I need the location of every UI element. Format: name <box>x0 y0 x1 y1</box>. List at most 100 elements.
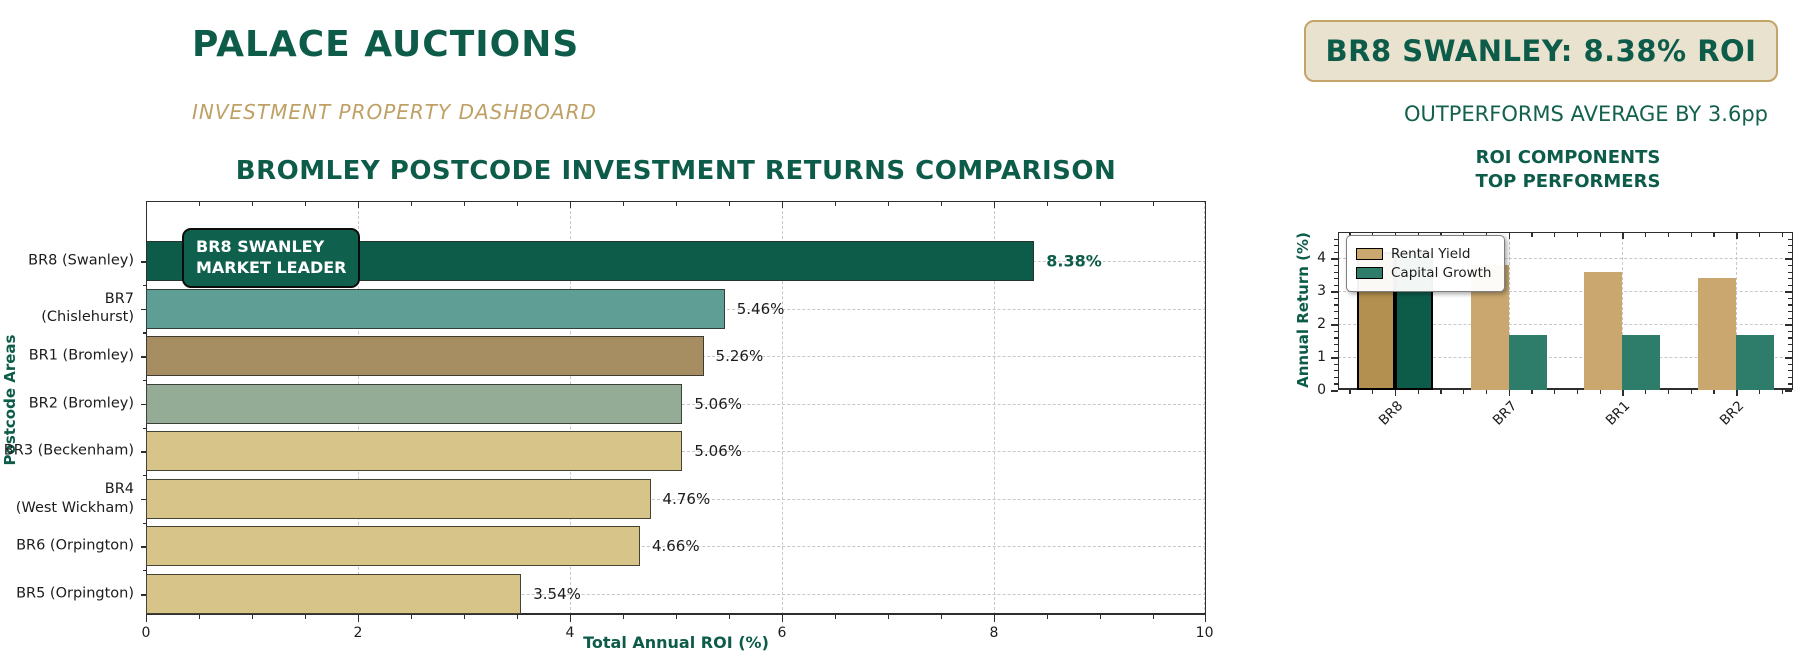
y-axis-major-tick <box>1331 291 1338 293</box>
y-axis-minor-tick <box>143 379 146 382</box>
roi-bar <box>146 336 704 377</box>
y-gridline <box>146 546 1206 548</box>
y-category-label: BR4 (West Wickham) <box>15 481 134 516</box>
x-axis-top-minor-tick <box>1153 202 1155 206</box>
x-axis-top-minor-tick <box>1372 233 1374 237</box>
sub-chart-plot-area: Rental Yield Capital Growth 0 1 2 3 4 BR8 BR7 B… <box>1317 232 1793 429</box>
y-axis-right-minor-tick <box>1788 383 1792 385</box>
x-axis-top-minor-tick <box>1554 233 1556 237</box>
y-axis-minor-tick <box>1334 251 1338 253</box>
x-axis-bottom-tick <box>1508 390 1511 396</box>
x-axis-major-tick <box>994 615 996 622</box>
y-axis-minor-tick <box>143 284 146 286</box>
x-axis-top-tick <box>1508 233 1511 239</box>
x-axis-bottom-minor-tick <box>1531 390 1533 394</box>
y-category-label: BR1 (Bromley) <box>28 347 134 364</box>
y-axis-major-tick <box>1331 324 1338 326</box>
component-bar <box>1736 335 1775 390</box>
y-axis-tick <box>141 356 146 358</box>
y-axis-minor-tick <box>143 522 146 524</box>
bar-value-label: 5.06% <box>694 442 743 461</box>
y-gridline <box>146 594 1206 595</box>
y-axis-right-minor-tick <box>1788 343 1792 346</box>
roi-outperform-note: OUTPERFORMS AVERAGE BY 3.6pp <box>1403 102 1768 126</box>
x-axis-top-tick <box>1622 233 1624 239</box>
x-axis-bottom-minor-tick <box>1781 390 1783 394</box>
x-axis-minor-tick <box>676 615 678 619</box>
x-axis-top-minor-tick <box>941 202 943 206</box>
y-gridline <box>1338 258 1793 260</box>
x-axis-bottom-tick <box>1394 390 1397 396</box>
x-axis-minor-tick <box>199 615 201 619</box>
legend: Rental Yield Capital Growth <box>1346 235 1505 292</box>
x-axis-minor-tick <box>835 615 837 619</box>
main-chart-x-axis-label: Total Annual ROI (%) <box>583 633 769 652</box>
y-axis-minor-tick <box>143 332 146 334</box>
x-gridline <box>1622 232 1624 390</box>
x-axis-bottom-tick <box>1622 390 1624 396</box>
y-axis-minor-tick <box>143 427 146 429</box>
roi-highlight-box: BR8 SWANLEY: 8.38% ROI <box>1304 20 1778 82</box>
x-axis-top-minor-tick <box>1758 233 1761 237</box>
y-category-label: BR8 (Swanley) <box>28 252 134 269</box>
y-axis-minor-tick <box>1334 350 1338 352</box>
x-axis-top-minor-tick <box>252 202 254 206</box>
y-gridline <box>1338 324 1793 326</box>
x-axis-top-minor-tick <box>411 202 413 206</box>
x-axis-minor-tick <box>888 615 890 619</box>
y-axis-right-minor-tick <box>1788 370 1792 372</box>
y-axis-minor-tick <box>1334 330 1338 332</box>
x-gridline <box>782 201 783 615</box>
component-bar <box>1508 335 1547 390</box>
top-spine <box>146 201 1206 203</box>
y-axis-tick <box>141 403 146 406</box>
x-axis-top-minor-tick <box>464 202 466 206</box>
x-axis-bottom-minor-tick <box>1440 390 1442 394</box>
x-axis-top-minor-tick <box>1713 233 1715 237</box>
x-axis-top-minor-tick <box>623 202 625 206</box>
y-axis-minor-tick <box>1334 376 1338 379</box>
y-gridline <box>146 498 1206 500</box>
x-axis-top-tick <box>146 202 148 208</box>
x-axis-bottom-minor-tick <box>1349 390 1351 394</box>
x-axis-minor-tick <box>1153 615 1155 619</box>
capital-growth-swatch-icon <box>1356 267 1383 279</box>
x-axis-top-tick <box>782 202 784 208</box>
x-gridline <box>1508 232 1510 390</box>
x-axis-minor-tick <box>1100 615 1102 619</box>
brand-title: PALACE AUCTIONS <box>192 24 580 65</box>
y-axis-minor-tick <box>1334 370 1338 372</box>
capital-growth-legend-label: Capital Growth <box>1391 265 1492 281</box>
bar-value-label: 5.26% <box>715 347 764 366</box>
x-axis-minor-tick <box>1047 615 1049 619</box>
y-axis-right-minor-tick <box>1788 271 1792 273</box>
x-gridline <box>1736 232 1738 390</box>
component-bar <box>1584 271 1623 390</box>
y-axis-tick-label: 0 <box>1317 382 1326 398</box>
bar-value-label: 5.46% <box>736 299 785 318</box>
y-axis-tick-label: 4 <box>1317 250 1326 267</box>
x-axis-tick-label: 8 <box>989 625 999 641</box>
y-axis-minor-tick <box>1334 297 1338 300</box>
y-axis-right-minor-tick <box>1788 330 1792 332</box>
x-axis-top-minor-tick <box>1690 233 1692 237</box>
y-axis-tick <box>141 261 146 263</box>
y-axis-minor-tick <box>1334 363 1338 365</box>
x-axis-minor-tick <box>464 615 466 619</box>
y-axis-right-minor-tick <box>1788 311 1792 313</box>
y-axis-right-minor-tick <box>1788 350 1792 352</box>
x-axis-top-minor-tick <box>1417 233 1419 237</box>
y-axis-minor-tick <box>1334 245 1338 247</box>
x-category-label: BR7 <box>1489 398 1520 429</box>
y-axis-minor-tick <box>1334 317 1338 319</box>
roi-bar <box>146 478 651 519</box>
y-category-label: BR5 (Orpington) <box>16 585 134 602</box>
x-axis-top-tick <box>1736 233 1738 239</box>
y-axis-major-tick <box>1331 390 1338 392</box>
left-spine <box>1338 232 1340 390</box>
x-axis-top-minor-tick <box>729 202 731 206</box>
x-axis-top-minor-tick <box>517 202 519 206</box>
y-category-label: BR2 (Bromley) <box>28 395 134 412</box>
x-axis-minor-tick <box>941 615 943 619</box>
x-category-label: BR2 <box>1716 398 1748 429</box>
